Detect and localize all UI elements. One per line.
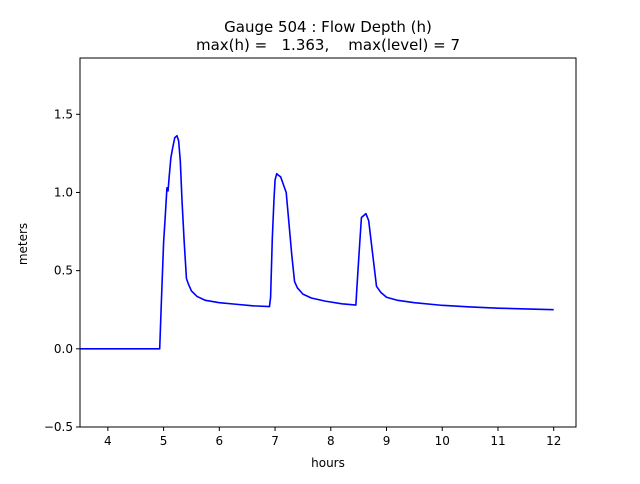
y-axis-label: meters <box>16 223 30 265</box>
chart-subtitle: max(h) = 1.363, max(level) = 7 <box>196 36 460 54</box>
x-tick-label: 4 <box>104 434 112 448</box>
y-tick-label: 1.0 <box>54 185 73 199</box>
chart-title: Gauge 504 : Flow Depth (h) <box>224 18 432 36</box>
x-tick-label: 9 <box>383 434 391 448</box>
axes-frame <box>79 57 577 428</box>
x-tick-label: 11 <box>490 434 505 448</box>
y-tick-label: −0.5 <box>44 420 73 434</box>
x-axis-label: hours <box>311 456 345 470</box>
x-tick-label: 12 <box>546 434 561 448</box>
plot-area: 4 5 6 7 8 9 10 11 12 −0.5 0.0 0.5 1.0 1.5 <box>44 57 577 448</box>
y-tick-label: 0.5 <box>54 264 73 278</box>
x-tick-label: 10 <box>435 434 450 448</box>
x-tick-label: 5 <box>160 434 168 448</box>
x-tick-label: 8 <box>327 434 335 448</box>
x-tick-label: 6 <box>216 434 224 448</box>
y-tick-label: 1.5 <box>54 107 73 121</box>
series-line-0 <box>80 134 554 350</box>
y-tick-label: 0.0 <box>54 342 73 356</box>
x-tick-label: 7 <box>271 434 279 448</box>
